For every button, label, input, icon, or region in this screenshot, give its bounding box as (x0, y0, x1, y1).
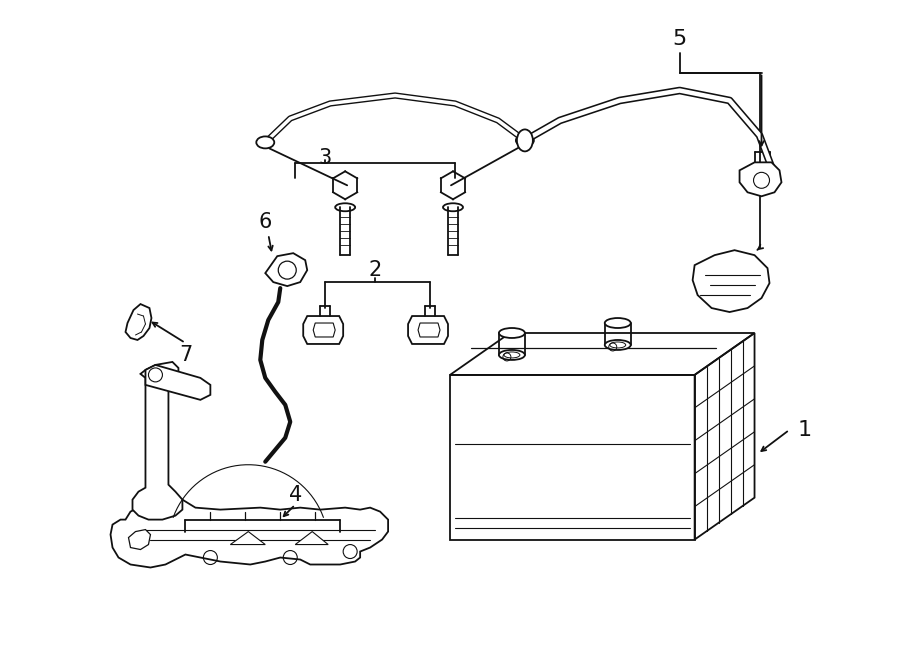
Ellipse shape (516, 134, 534, 146)
Text: 4: 4 (289, 485, 302, 504)
Polygon shape (740, 163, 781, 196)
Text: 5: 5 (672, 28, 687, 49)
Ellipse shape (499, 350, 525, 360)
Text: 2: 2 (368, 260, 382, 280)
Text: 1: 1 (797, 420, 812, 440)
Polygon shape (693, 250, 770, 312)
Text: 7: 7 (179, 345, 192, 365)
Text: 3: 3 (319, 148, 332, 169)
Ellipse shape (256, 136, 274, 148)
Text: 6: 6 (258, 212, 272, 232)
Polygon shape (408, 316, 448, 344)
Polygon shape (303, 316, 343, 344)
Bar (450, 375, 695, 539)
Polygon shape (230, 531, 266, 545)
Ellipse shape (517, 130, 533, 151)
Polygon shape (129, 529, 150, 549)
Ellipse shape (335, 204, 356, 212)
Polygon shape (125, 304, 151, 340)
Ellipse shape (499, 328, 525, 338)
Polygon shape (266, 253, 307, 286)
Polygon shape (146, 365, 211, 400)
Ellipse shape (443, 204, 463, 212)
Polygon shape (111, 500, 388, 568)
Polygon shape (132, 362, 183, 520)
Ellipse shape (605, 340, 631, 350)
Ellipse shape (605, 318, 631, 328)
Polygon shape (295, 531, 328, 545)
